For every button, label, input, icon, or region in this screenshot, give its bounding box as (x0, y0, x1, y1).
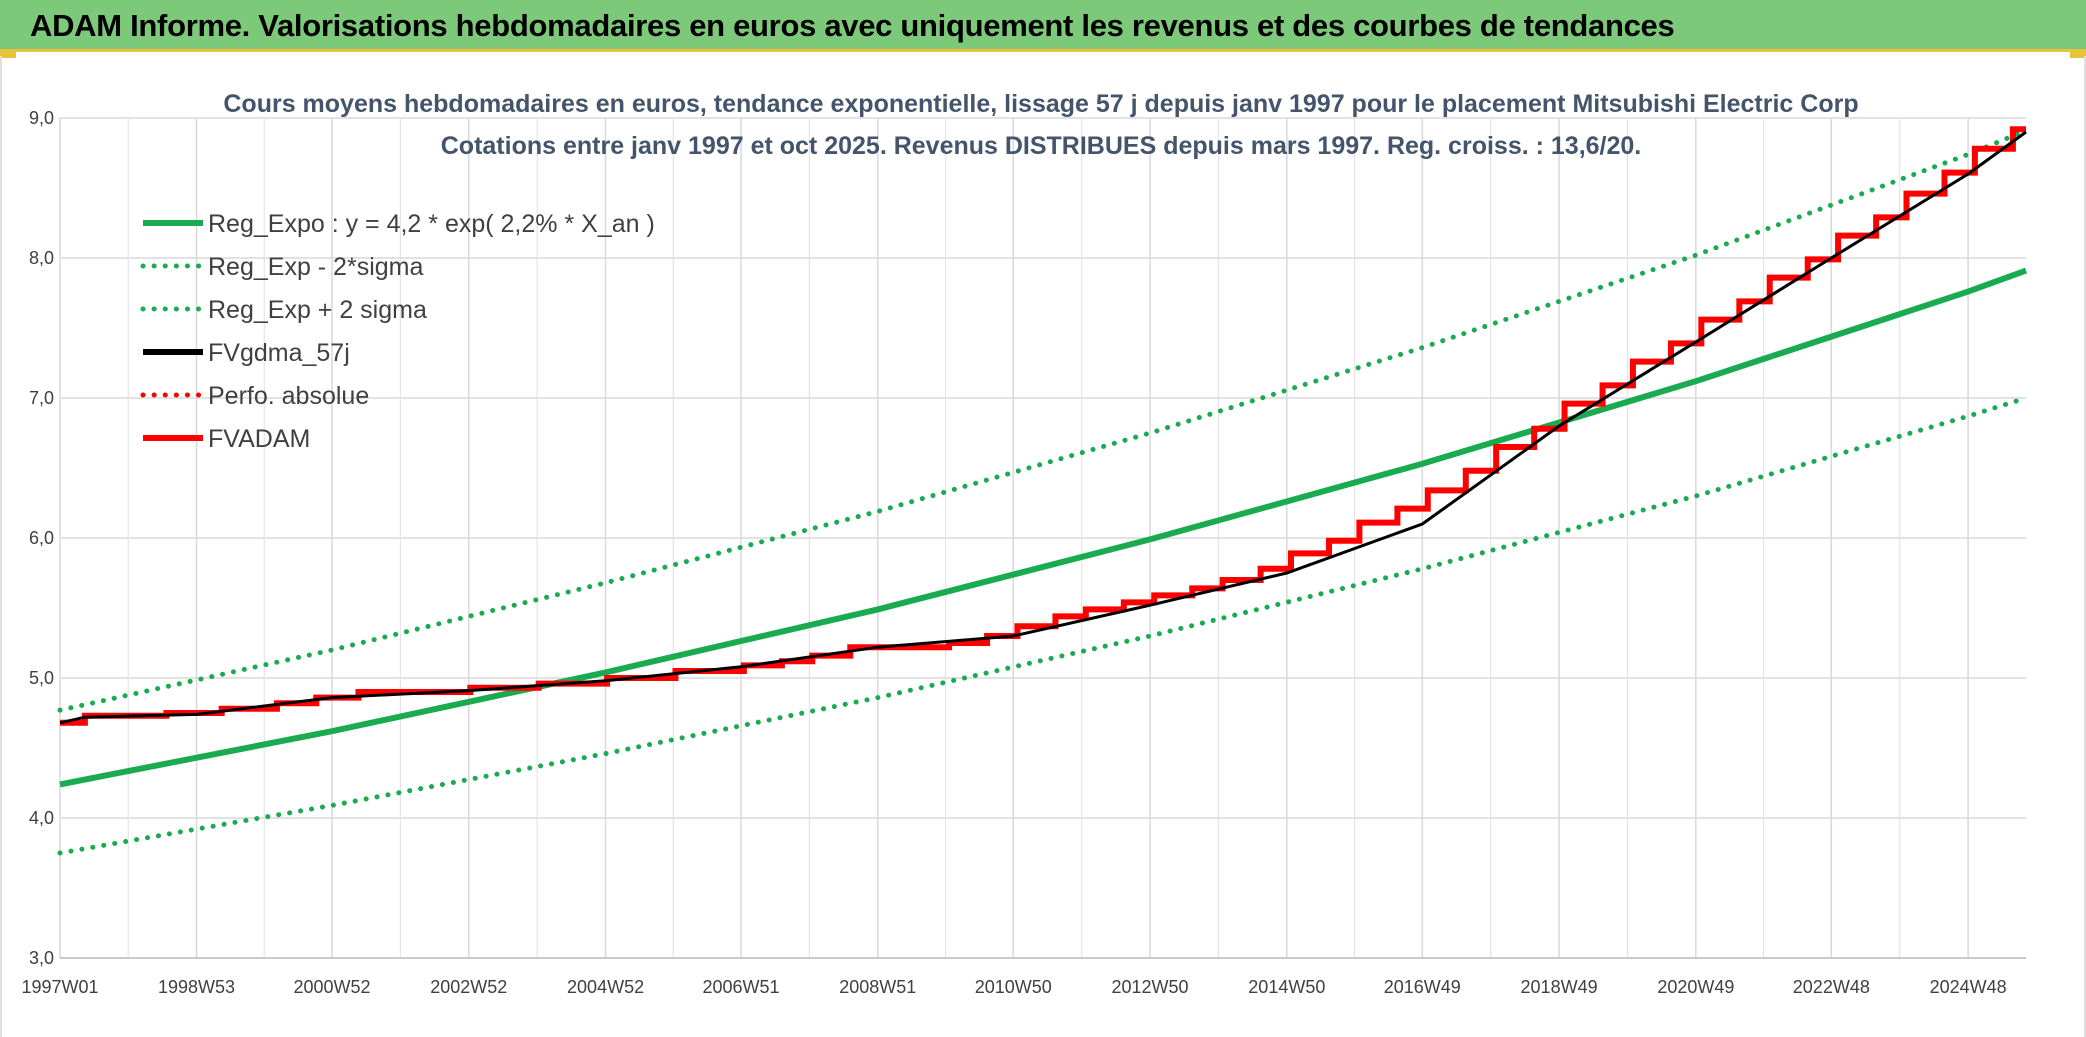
y-tick-label: 6,0 (29, 528, 54, 548)
x-tick-label: 2014W50 (1248, 977, 1325, 997)
x-tick-label: 2006W51 (702, 977, 779, 997)
chart-subtitle: Cotations entre janv 1997 et oct 2025. R… (441, 132, 1642, 160)
chart-title: Cours moyens hebdomadaires en euros, ten… (223, 90, 1858, 118)
x-tick-label: 1998W53 (158, 977, 235, 997)
legend-label: FVADAM (208, 425, 310, 453)
report-banner: ADAM Informe. Valorisations hebdomadaire… (0, 0, 2086, 52)
x-tick-label: 2004W52 (567, 977, 644, 997)
x-tick-label: 2012W50 (1112, 977, 1189, 997)
corner-accent-right (2070, 52, 2086, 58)
y-tick-label: 3,0 (29, 948, 54, 968)
legend-label: Reg_Exp - 2*sigma (208, 253, 423, 281)
chart-frame (0, 56, 2086, 1037)
chart-legend: Reg_Expo : y = 4,2 * exp( 2,2% * X_an ) R… (140, 210, 655, 453)
y-tick-label: 8,0 (29, 248, 54, 268)
x-tick-label: 2020W49 (1657, 977, 1734, 997)
report-title: ADAM Informe. Valorisations hebdomadaire… (30, 8, 1675, 43)
x-tick-label: 2000W52 (293, 977, 370, 997)
y-tick-label: 9,0 (29, 108, 54, 128)
x-tick-label: 1997W01 (21, 977, 98, 997)
x-tick-label: 2018W49 (1521, 977, 1598, 997)
series-line (57, 395, 2029, 856)
x-tick-label: 2024W48 (1930, 977, 2007, 997)
y-tick-label: 5,0 (29, 668, 54, 688)
x-tick-label: 2002W52 (430, 977, 507, 997)
y-tick-label: 7,0 (29, 388, 54, 408)
legend-label: FVgdma_57j (208, 339, 350, 367)
axis-labels: 3,0 4,0 5,0 6,0 7,0 8,0 9,0 1997W01 1998W53 2000W… (21, 108, 2006, 997)
x-tick-label: 2016W49 (1384, 977, 1461, 997)
legend-label: Reg_Expo : y = 4,2 * exp( 2,2% * X_an ) (208, 210, 655, 238)
legend-label: Reg_Exp + 2 sigma (208, 296, 427, 324)
x-tick-label: 2010W50 (975, 977, 1052, 997)
y-tick-label: 4,0 (29, 808, 54, 828)
series-line (59, 130, 2027, 725)
x-tick-label: 2008W51 (839, 977, 916, 997)
x-tick-label: 2022W48 (1793, 977, 1870, 997)
series-line (59, 267, 2028, 788)
chart-grid (59, 117, 2026, 959)
legend-label: Perfo. absolue (208, 382, 369, 410)
series-layer (57, 126, 2029, 856)
corner-accent-left (0, 52, 16, 58)
